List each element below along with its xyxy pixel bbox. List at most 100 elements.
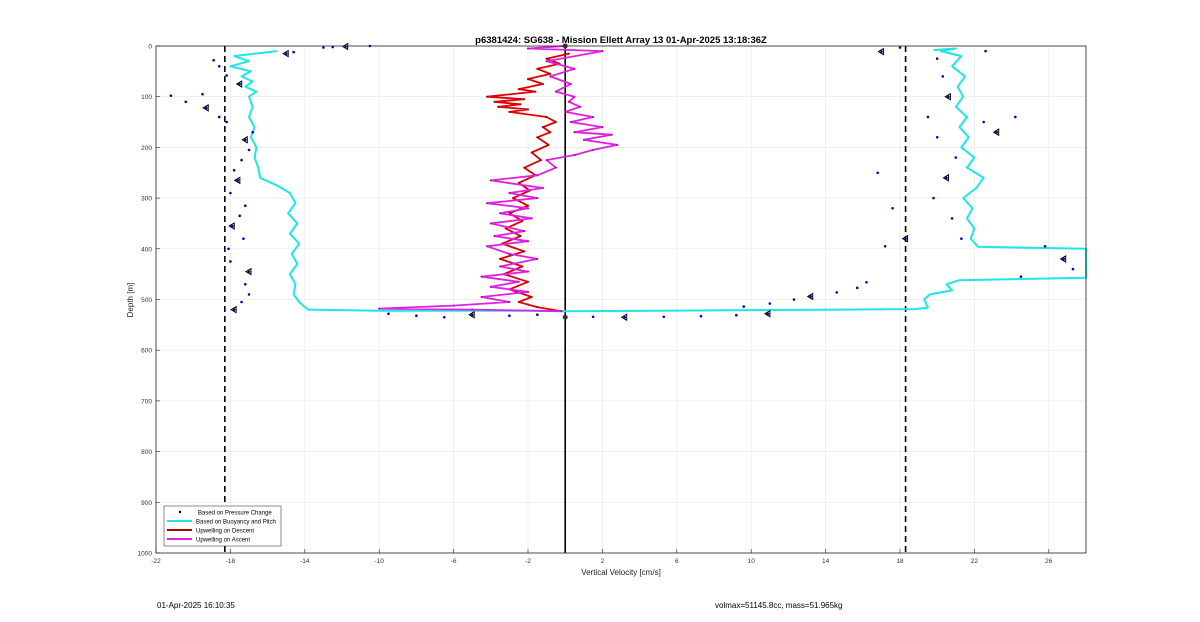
- series-line-buoyancy-descent: [229, 50, 562, 313]
- pressure-point: [883, 244, 887, 248]
- ascent-point: [592, 148, 595, 151]
- ascent-point: [573, 95, 576, 98]
- pressure-point: [865, 280, 868, 284]
- legend-label-pressure: Based on Pressure Change: [198, 511, 272, 517]
- descent-point: [493, 100, 496, 103]
- ascent-point: [480, 295, 483, 298]
- ascent-point: [486, 245, 489, 248]
- pressure-point: [238, 214, 241, 218]
- end-marker: [562, 314, 568, 320]
- y-tick-label: 300: [141, 196, 152, 203]
- pressure-point: [1019, 275, 1023, 278]
- marker-triangle: [282, 49, 289, 58]
- marker-triangle: [235, 80, 243, 88]
- pressure-point: [225, 74, 228, 77]
- pressure-point: [169, 94, 173, 97]
- pressure-point: [855, 286, 859, 290]
- pressure-point: [935, 57, 939, 60]
- pressure-point: [982, 120, 985, 124]
- marker-triangle: [901, 234, 909, 243]
- pressure-point: [947, 95, 950, 98]
- descent-point: [523, 166, 526, 169]
- ascent-point: [517, 280, 520, 283]
- pressure-point: [242, 237, 245, 240]
- descent-point: [523, 250, 526, 253]
- pressure-point: [232, 168, 236, 172]
- ascent-point: [480, 275, 483, 278]
- descent-point: [527, 204, 529, 207]
- pressure-point: [1062, 257, 1065, 261]
- descent-point: [547, 143, 550, 146]
- descent-point: [517, 301, 520, 304]
- pressure-point: [247, 148, 251, 152]
- ascent-point: [452, 304, 455, 307]
- pressure-point: [508, 314, 511, 318]
- x-axis-label: Vertical Velocity [cm/s]: [581, 568, 661, 577]
- pressure-point: [898, 46, 902, 49]
- descent-point: [567, 52, 570, 55]
- ascent-point: [582, 138, 585, 141]
- x-tick-label: -6: [451, 558, 457, 565]
- ascent-point: [567, 100, 570, 103]
- grid: [155, 45, 1086, 554]
- pressure-point: [251, 130, 255, 134]
- pressure-point: [591, 315, 595, 319]
- pressure-point: [926, 115, 930, 119]
- pressure-point: [217, 64, 221, 68]
- x-tick-label: 26: [1045, 558, 1053, 565]
- x-tick-label: 6: [675, 558, 679, 565]
- ascent-point: [489, 222, 492, 225]
- pressure-point: [284, 52, 288, 55]
- ascent-point: [573, 131, 576, 134]
- pressure-point: [935, 135, 939, 139]
- ascent-point: [569, 83, 572, 86]
- pressure-point: [229, 260, 232, 263]
- pressure-point: [217, 115, 221, 119]
- y-tick-label: 400: [141, 246, 152, 253]
- x-tick-label: -2: [525, 558, 531, 565]
- reference-lines: [224, 46, 907, 553]
- marker-triangle: [230, 305, 237, 314]
- ascent-point: [489, 179, 492, 182]
- y-tick-label: 900: [141, 500, 152, 507]
- x-tick-label: 18: [896, 558, 904, 565]
- pressure-point: [536, 313, 539, 317]
- ascent-point: [530, 217, 533, 220]
- pressure-point: [1043, 244, 1047, 248]
- ascent-point: [523, 230, 526, 233]
- footer-timestamp: 01-Apr-2025 16:10:35: [157, 601, 235, 610]
- ascent-point: [536, 197, 539, 200]
- y-axis-label: Depth [m]: [126, 283, 135, 318]
- ticks: -22 -18 -14 -10 -6 -2 2 6 10 14 18 22 26010020030040…: [138, 44, 1053, 566]
- descent-point: [527, 108, 529, 111]
- pressure-point: [322, 46, 325, 49]
- marker-triangle: [806, 292, 814, 301]
- descent-point: [512, 197, 515, 200]
- pressure-point: [1071, 267, 1075, 271]
- y-tick-label: 700: [141, 398, 152, 405]
- pressure-point: [212, 58, 215, 62]
- ascent-point: [545, 159, 548, 162]
- descent-point: [530, 295, 533, 298]
- pressure-point: [766, 312, 770, 315]
- pressure-point: [247, 270, 251, 273]
- pressure-point: [232, 308, 236, 311]
- pressure-point: [876, 171, 879, 175]
- ascent-point: [536, 174, 539, 177]
- series-layer: [169, 42, 1087, 322]
- pressure-point: [292, 50, 295, 54]
- descent-point: [536, 136, 539, 139]
- pressure-point: [470, 313, 474, 317]
- pressure-point: [229, 191, 232, 195]
- descent-point: [545, 57, 548, 60]
- descent-point: [554, 121, 557, 124]
- descent-point: [523, 98, 526, 101]
- descent-point: [527, 77, 529, 80]
- ascent-point: [554, 90, 557, 93]
- x-tick-label: -14: [300, 558, 310, 565]
- pressure-point: [792, 298, 796, 301]
- descent-point: [517, 181, 520, 184]
- legend: Based on Pressure Change Based on Buoyan…: [163, 505, 282, 547]
- pressure-point: [735, 313, 738, 317]
